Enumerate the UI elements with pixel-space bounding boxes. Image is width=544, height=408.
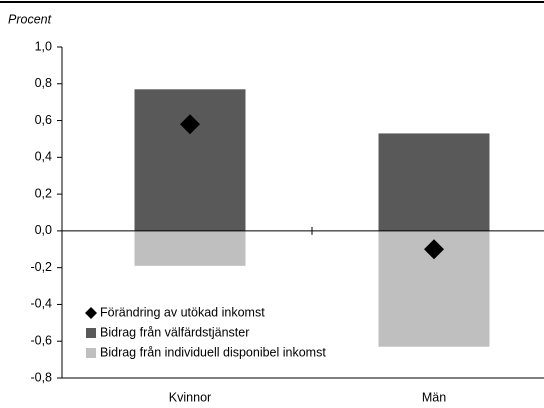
y-tick-label: -0,4 (30, 297, 52, 311)
y-tick-label: -0,6 (30, 334, 52, 348)
legend-label: Bidrag från välfärdstjänster (100, 325, 249, 339)
diamond-marker (424, 239, 444, 260)
y-tick-label: 1,0 (35, 39, 52, 53)
y-axis-label: Procent (8, 12, 52, 26)
diamond-marker (180, 114, 200, 135)
y-tick-label: 0,6 (35, 113, 52, 127)
y-tick-label: 0,8 (35, 76, 52, 90)
bar (378, 133, 490, 231)
y-tick-label: 0,4 (35, 150, 52, 164)
y-tick-label: -0,2 (30, 260, 52, 274)
y-tick-label: 0,2 (35, 186, 52, 200)
legend-swatch (86, 348, 96, 358)
x-tick-label: Kvinnor (169, 390, 211, 404)
bar (134, 89, 246, 231)
x-tick-label: Män (422, 390, 446, 404)
legend-swatch (86, 328, 96, 338)
legend-swatch (85, 307, 97, 319)
legend-label: Förändring av utökad inkomst (100, 305, 265, 319)
y-tick-label: -0,8 (30, 370, 52, 384)
y-tick-label: 0,0 (35, 223, 52, 237)
legend-label: Bidrag från individuell disponibel inkom… (100, 345, 326, 359)
bar (134, 230, 246, 266)
